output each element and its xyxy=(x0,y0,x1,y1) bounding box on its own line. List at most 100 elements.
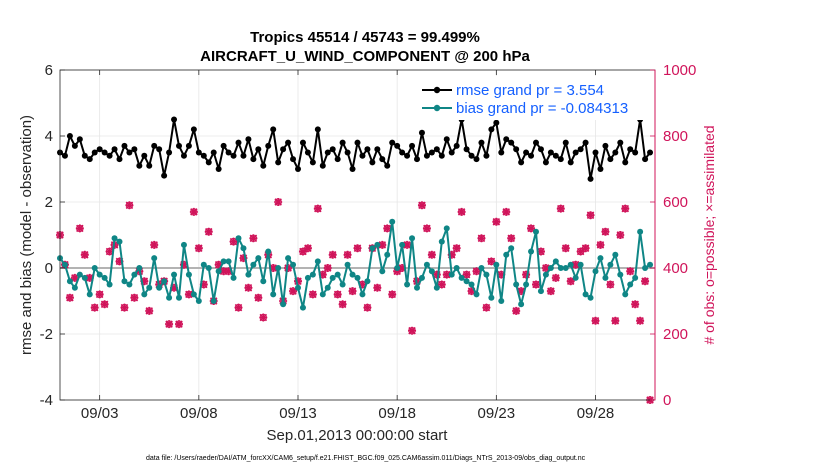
obs-count-point xyxy=(462,270,471,279)
bias-point xyxy=(210,298,217,304)
obs-assimilated-marker xyxy=(204,227,213,236)
bias-point xyxy=(280,301,287,308)
y-axis-ticks: -4 -2 0 2 4 6 xyxy=(40,62,65,409)
obs-assimilated-marker xyxy=(234,303,243,312)
obs-assimilated-marker xyxy=(477,234,486,243)
rmse-point xyxy=(180,152,187,159)
rmse-point xyxy=(503,136,510,143)
x-tick-label: 09/18 xyxy=(378,405,416,422)
rmse-point xyxy=(359,152,366,159)
obs-assimilated-marker xyxy=(492,217,501,226)
bias-point xyxy=(557,265,564,271)
rmse-point xyxy=(215,166,222,172)
obs-count-point xyxy=(120,303,129,312)
bias-point xyxy=(136,265,143,271)
obs-count-point xyxy=(566,277,575,286)
bias-point xyxy=(225,258,232,265)
legend-bias-marker xyxy=(433,104,441,112)
bias-point xyxy=(369,245,376,252)
rmse-point xyxy=(86,156,93,163)
obs-count-point xyxy=(308,290,317,299)
bias-point xyxy=(255,255,262,262)
bias-point xyxy=(394,265,401,271)
obs-count-point xyxy=(313,204,322,213)
bias-point xyxy=(404,281,411,288)
bias-point xyxy=(329,274,336,281)
bias-point xyxy=(339,281,346,288)
obs-assimilated-marker xyxy=(219,267,228,276)
obs-assimilated-marker xyxy=(601,227,610,236)
obs-assimilated-marker xyxy=(398,264,407,272)
rmse-series xyxy=(57,116,654,182)
rmse-point xyxy=(166,149,173,156)
obs-count-point xyxy=(512,306,521,315)
obs-count-point xyxy=(417,201,426,210)
y-right-tick-label: 600 xyxy=(663,194,688,211)
bias-point xyxy=(111,235,118,242)
obs-assimilated-marker xyxy=(532,280,540,289)
rmse-point xyxy=(270,126,277,133)
obs-assimilated-marker xyxy=(194,244,203,253)
rmse-point xyxy=(329,146,336,153)
rmse-point xyxy=(632,149,639,156)
obs-count-point xyxy=(323,264,332,272)
obs-count-point xyxy=(527,224,536,233)
obs-count-point xyxy=(546,287,555,296)
rmse-point xyxy=(116,156,123,163)
obs-count-point xyxy=(150,240,159,249)
obs-assimilated-marker xyxy=(115,257,124,266)
rmse-point xyxy=(567,159,574,166)
obs-assimilated-marker xyxy=(274,198,283,206)
rmse-point xyxy=(275,159,282,166)
rmse-point xyxy=(106,152,113,159)
obs-assimilated-marker xyxy=(229,237,238,246)
obs-count-point xyxy=(551,273,560,282)
bias-point xyxy=(374,241,381,248)
obs-count-point xyxy=(229,237,238,246)
x-tick-label: 09/28 xyxy=(577,405,615,422)
rmse-point xyxy=(111,146,118,153)
obs-assimilated-marker xyxy=(284,264,293,272)
rmse-point xyxy=(96,146,103,153)
rmse-point xyxy=(647,149,654,156)
bias-point xyxy=(562,265,569,271)
y-right-tick-label: 1000 xyxy=(663,62,696,79)
obs-assimilated-marker xyxy=(541,264,550,272)
rmse-point xyxy=(71,142,78,149)
obs-assimilated-marker xyxy=(150,240,159,249)
obs-count-point xyxy=(477,234,486,243)
rmse-point xyxy=(210,149,217,156)
rmse-point xyxy=(493,119,500,126)
obs-assimilated-marker xyxy=(120,303,129,312)
bias-point xyxy=(200,261,207,268)
obs-count-point xyxy=(244,283,253,292)
rmse-point xyxy=(433,146,440,153)
obs-assimilated-marker xyxy=(408,326,417,335)
obs-assimilated-marker xyxy=(298,247,307,256)
obs-assimilated-marker xyxy=(259,313,268,322)
bias-point xyxy=(309,271,316,278)
obs-count-point xyxy=(165,320,174,329)
obs-assimilated-marker xyxy=(556,204,565,213)
bias-point xyxy=(478,265,485,271)
rmse-point xyxy=(304,149,311,156)
obs-assimilated-marker xyxy=(338,300,347,309)
rmse-point xyxy=(101,149,108,156)
rmse-point xyxy=(508,139,515,146)
bias-point xyxy=(319,291,326,298)
bias-point xyxy=(399,241,406,248)
rmse-point xyxy=(547,149,554,156)
obs-assimilated-marker xyxy=(393,267,402,276)
obs-count-point xyxy=(388,290,397,299)
bias-point xyxy=(418,274,425,281)
obs-assimilated-marker xyxy=(551,273,560,282)
rmse-point xyxy=(250,156,257,163)
bias-point xyxy=(379,268,386,275)
obs-assimilated-marker xyxy=(170,283,179,292)
y-tick-label: 2 xyxy=(45,194,53,211)
rmse-point xyxy=(513,146,520,153)
obs-count-point xyxy=(611,316,620,325)
y-tick-label: -2 xyxy=(40,326,53,343)
obs-count-point xyxy=(239,254,248,263)
obs-assimilated-marker xyxy=(388,290,397,299)
